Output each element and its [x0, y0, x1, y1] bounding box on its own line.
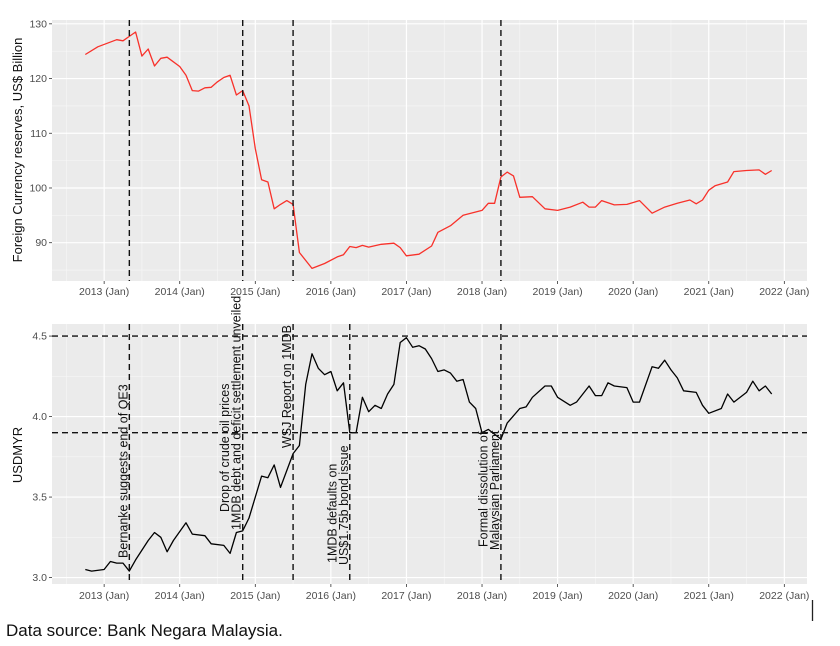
event-annotation-label: Malaysian Parliament [488, 430, 502, 550]
x-tick-label: 2014 (Jan) [155, 590, 205, 602]
x-tick-label: 2016 (Jan) [306, 286, 356, 298]
series-line [84, 31, 773, 270]
x-tick-label: 2022 (Jan) [759, 286, 809, 298]
y-tick-label: 130 [29, 18, 47, 30]
y-tick-label: 3.0 [32, 572, 47, 584]
data-source-note: Data source: Bank Negara Malaysia. [6, 621, 283, 640]
x-tick-label: 2013 (Jan) [79, 590, 129, 602]
x-tick-label: 2013 (Jan) [79, 286, 129, 298]
x-tick-label: 2019 (Jan) [532, 286, 582, 298]
event-annotation-label: WSJ Report on 1MDB [280, 325, 294, 448]
x-tick-label: 2022 (Jan) [759, 590, 809, 602]
y-tick-label: 90 [35, 237, 47, 249]
x-tick-label: 2018 (Jan) [457, 590, 507, 602]
series-line [85, 337, 773, 572]
event-annotation-label: Formal dissolution of [476, 431, 490, 547]
x-tick-label: 2015 (Jan) [230, 590, 280, 602]
y-tick-label: 4.5 [32, 331, 47, 343]
y-tick-label: 3.5 [32, 492, 47, 504]
event-annotation-label: 1MDB defaults on [325, 464, 339, 563]
x-tick-label: 2017 (Jan) [381, 590, 431, 602]
x-tick-label: 2016 (Jan) [306, 590, 356, 602]
panel-1: 2013 (Jan) 2014 (Jan) 2015 (Jan) 2016 (Jan)… [10, 18, 809, 298]
panel-2: 2013 (Jan) 2014 (Jan) 2015 (Jan) 2016 (Jan)… [10, 296, 809, 602]
plot-background [52, 20, 807, 281]
event-annotation-label: Drop of crude oil prices [218, 383, 232, 512]
event-annotation-label: US$1.75b bond issue [337, 445, 351, 565]
y-tick-label: 4.0 [32, 411, 47, 423]
x-tick-label: 2020 (Jan) [608, 286, 658, 298]
event-annotation-label: 1MDB debt and deficit settlement unveile… [230, 296, 244, 530]
event-annotation-label: Bernanke suggests end of QE3 [116, 384, 130, 558]
x-tick-label: 2019 (Jan) [532, 590, 582, 602]
y-tick-label: 120 [29, 73, 47, 85]
x-tick-label: 2021 (Jan) [684, 286, 734, 298]
plot-background [52, 324, 807, 584]
y-axis-title: Foreign Currency reserves, US$ Billion [10, 38, 25, 263]
x-tick-label: 2014 (Jan) [155, 286, 205, 298]
y-tick-label: 110 [30, 128, 47, 140]
x-tick-label: 2015 (Jan) [230, 286, 280, 298]
x-tick-label: 2020 (Jan) [608, 590, 658, 602]
x-tick-label: 2021 (Jan) [684, 590, 734, 602]
y-tick-label: 100 [29, 182, 47, 194]
y-axis-title: USDMYR [10, 427, 25, 483]
x-tick-label: 2018 (Jan) [457, 286, 507, 298]
x-tick-label: 2017 (Jan) [381, 286, 431, 298]
